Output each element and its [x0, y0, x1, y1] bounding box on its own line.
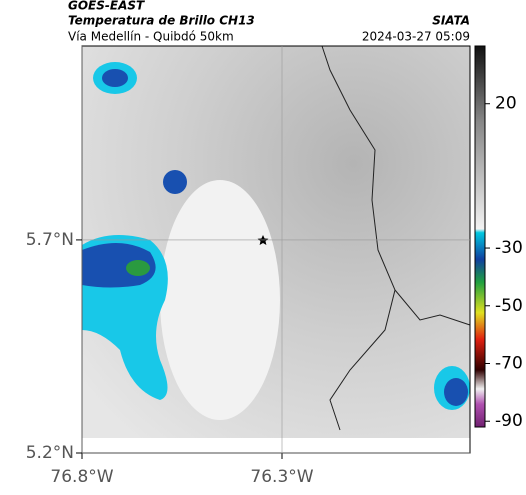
colorbar-tick-label: -70	[495, 354, 523, 374]
y-tick-label: 5.2°N	[26, 443, 74, 463]
brand: SIATA	[432, 14, 470, 28]
timestamp: 2024-03-27 05:09	[362, 30, 470, 44]
x-tick-label: 76.8°W	[50, 467, 113, 487]
imagery	[81, 45, 471, 454]
colorbar	[474, 45, 486, 428]
title: Temperatura de Brillo CH13	[68, 14, 255, 28]
colorbar-tick-label: -90	[495, 411, 523, 431]
y-tick-label: 5.7°N	[26, 230, 74, 250]
colorbar-tick-label: -30	[495, 238, 523, 258]
x-tick-label: 76.3°W	[250, 467, 313, 487]
colorbar-tick-label: 20	[495, 94, 517, 114]
colorbar-tick-label: -50	[495, 296, 523, 316]
source: GOES-EAST	[68, 0, 145, 13]
subtitle: Vía Medellín - Quibdó 50km	[68, 30, 234, 44]
